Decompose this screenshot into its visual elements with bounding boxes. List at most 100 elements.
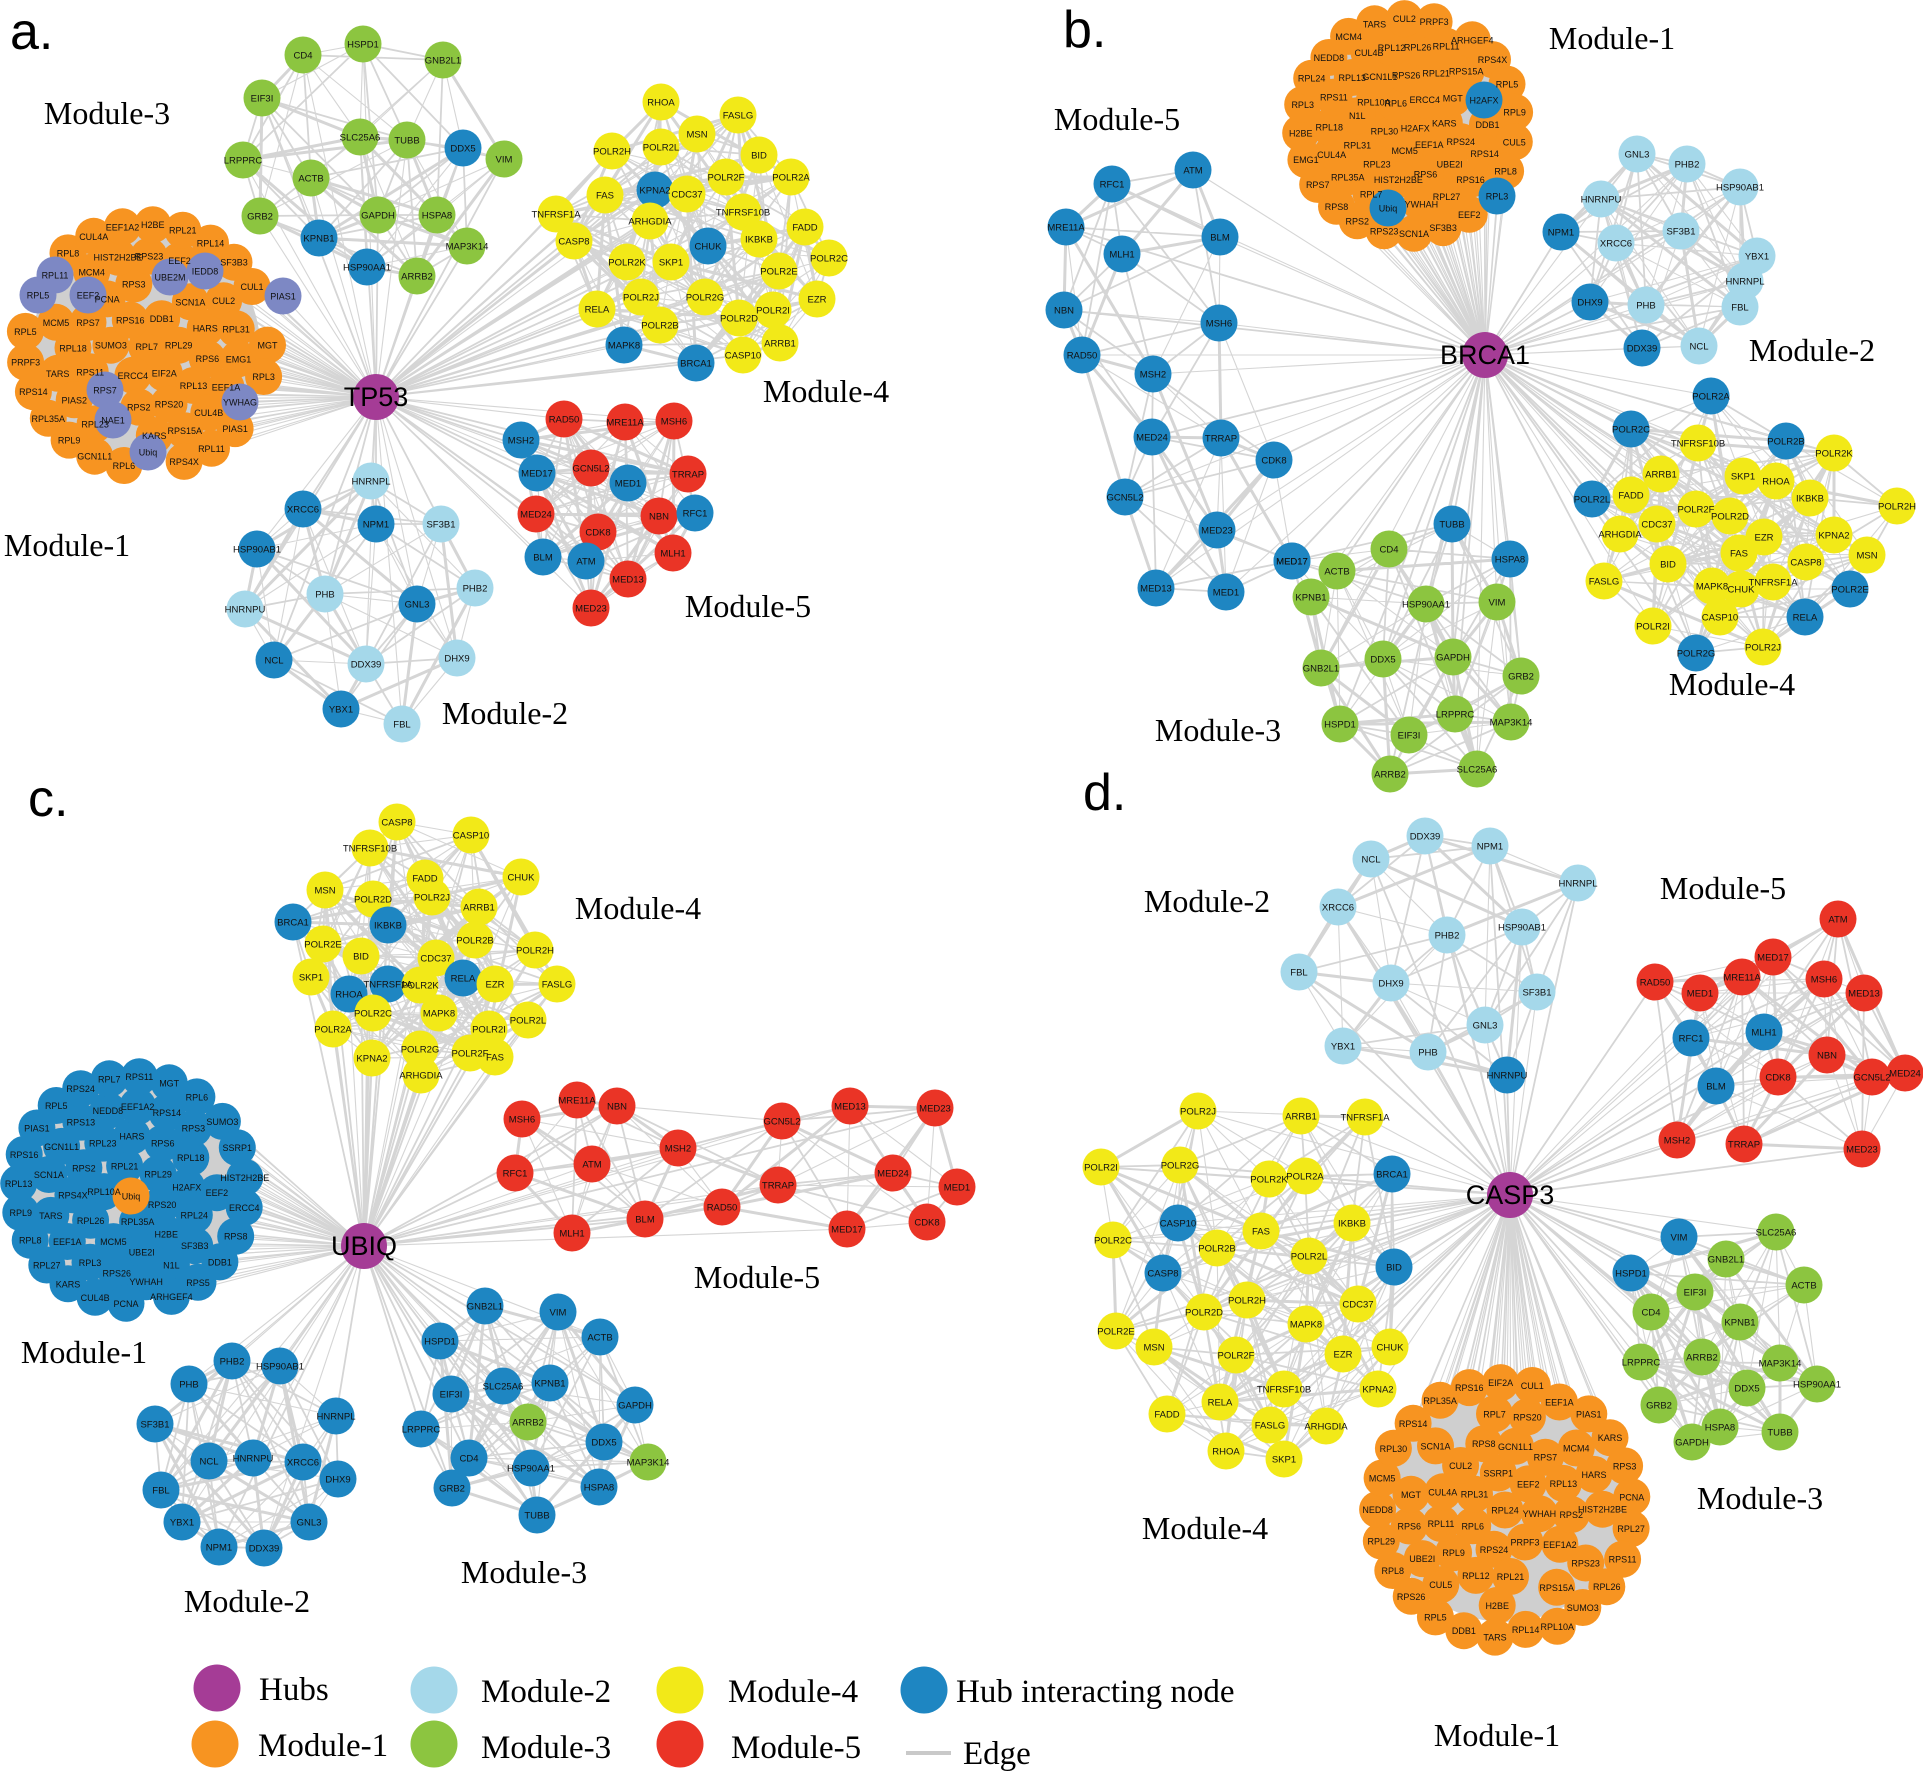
svg-text:MAPK8: MAPK8 (423, 1009, 455, 1020)
svg-text:CASP8: CASP8 (558, 237, 589, 248)
svg-text:RPS3: RPS3 (182, 1124, 206, 1134)
svg-text:PHB: PHB (1418, 1048, 1438, 1059)
svg-text:TNFRSF10B: TNFRSF10B (716, 208, 770, 219)
svg-text:MAP3K14: MAP3K14 (627, 1458, 670, 1469)
svg-text:RPL3: RPL3 (79, 1258, 102, 1268)
svg-text:BID: BID (1386, 1263, 1402, 1274)
svg-text:Ubiq: Ubiq (122, 1192, 141, 1202)
svg-text:N1L: N1L (163, 1260, 180, 1270)
svg-text:HSP90AB1: HSP90AB1 (1498, 923, 1546, 934)
svg-text:RPL31: RPL31 (1344, 141, 1372, 151)
svg-text:RPS8: RPS8 (1325, 202, 1349, 212)
svg-text:d.: d. (1083, 764, 1126, 822)
svg-text:NAE1: NAE1 (101, 416, 125, 426)
svg-text:CDK8: CDK8 (1261, 456, 1286, 467)
svg-text:RPS7: RPS7 (76, 318, 100, 328)
svg-text:EIF3I: EIF3I (1398, 731, 1421, 742)
svg-text:RPS6: RPS6 (196, 354, 220, 364)
svg-text:EEF2: EEF2 (168, 256, 191, 266)
svg-text:BID: BID (353, 952, 369, 963)
svg-text:YBX1: YBX1 (170, 1518, 194, 1529)
svg-text:CASP10: CASP10 (1160, 1219, 1196, 1230)
svg-text:POLR2D: POLR2D (354, 895, 392, 906)
svg-text:RFC1: RFC1 (683, 509, 708, 520)
svg-text:H2AFX: H2AFX (1469, 96, 1498, 106)
svg-text:FASLG: FASLG (1255, 1421, 1286, 1432)
svg-text:RPL35A: RPL35A (121, 1217, 155, 1227)
svg-text:MED17: MED17 (1276, 557, 1308, 568)
svg-text:MSH6: MSH6 (1811, 975, 1837, 986)
svg-text:POLR2F: POLR2F (1678, 505, 1715, 516)
svg-text:TRRAP: TRRAP (762, 1181, 794, 1192)
svg-text:GCN1L1: GCN1L1 (1362, 72, 1397, 82)
svg-text:POLR2F: POLR2F (708, 173, 745, 184)
svg-text:GCN5L2: GCN5L2 (764, 1117, 801, 1128)
svg-text:POLR2L: POLR2L (1291, 1252, 1327, 1263)
svg-text:FBL: FBL (1731, 303, 1748, 314)
svg-text:CUL4A: CUL4A (1317, 150, 1346, 160)
svg-text:TNFRSF1A: TNFRSF1A (1340, 1113, 1390, 1124)
svg-text:Module-5: Module-5 (1660, 870, 1786, 906)
svg-text:RPS20: RPS20 (155, 400, 184, 410)
svg-text:MAP3K14: MAP3K14 (1490, 718, 1533, 729)
svg-text:RPL23: RPL23 (81, 419, 109, 429)
svg-text:HNRNPU: HNRNPU (225, 605, 266, 616)
svg-text:RPL12: RPL12 (1378, 43, 1406, 53)
svg-text:TNFRSF10B: TNFRSF10B (1671, 439, 1725, 450)
svg-text:RPL11: RPL11 (198, 444, 225, 454)
svg-text:MSH2: MSH2 (1140, 370, 1166, 381)
svg-text:POLR2L: POLR2L (510, 1016, 546, 1027)
svg-text:SCN1A: SCN1A (1399, 229, 1429, 239)
svg-text:RELA: RELA (451, 974, 476, 985)
svg-text:CUL2: CUL2 (1393, 14, 1416, 24)
svg-text:UBE2I: UBE2I (1409, 1554, 1435, 1564)
svg-text:FADD: FADD (412, 874, 437, 885)
svg-text:POLR2F: POLR2F (1218, 1351, 1255, 1362)
svg-text:EMG1: EMG1 (1293, 155, 1319, 165)
svg-text:MED1: MED1 (615, 479, 641, 490)
svg-text:RPL9: RPL9 (10, 1208, 33, 1218)
svg-text:FASLG: FASLG (723, 111, 754, 122)
svg-text:RPL14: RPL14 (1512, 1625, 1540, 1635)
svg-text:NPM1: NPM1 (206, 1543, 232, 1554)
svg-text:DHX9: DHX9 (325, 1475, 350, 1486)
svg-text:RPL30: RPL30 (1380, 1444, 1408, 1454)
svg-text:RPL18: RPL18 (177, 1153, 205, 1163)
svg-text:POLR2I: POLR2I (472, 1025, 506, 1036)
svg-text:ACTB: ACTB (1791, 1281, 1816, 1292)
svg-text:PIAS1: PIAS1 (24, 1124, 50, 1134)
svg-text:EEF1A2: EEF1A2 (106, 222, 140, 232)
svg-text:H2BE: H2BE (141, 220, 165, 230)
svg-text:RPS15A: RPS15A (168, 426, 203, 436)
svg-text:POLR2I: POLR2I (1636, 622, 1670, 633)
svg-text:CUL2: CUL2 (212, 296, 235, 306)
svg-text:POLR2E: POLR2E (1097, 1327, 1135, 1338)
svg-text:UBE2I: UBE2I (129, 1248, 155, 1258)
svg-text:Ubiq: Ubiq (139, 448, 158, 458)
svg-text:YWHAH: YWHAH (129, 1277, 163, 1287)
svg-text:KPNA2: KPNA2 (1362, 1385, 1393, 1396)
svg-text:CDK8: CDK8 (1765, 1073, 1790, 1084)
svg-text:LRPPRC: LRPPRC (1622, 1358, 1661, 1369)
svg-text:POLR2B: POLR2B (1767, 437, 1805, 448)
svg-text:BRCA1: BRCA1 (680, 359, 712, 370)
svg-text:Module-3: Module-3 (461, 1554, 587, 1590)
svg-text:RPL11: RPL11 (1428, 1519, 1455, 1529)
svg-text:BRCA1: BRCA1 (1440, 340, 1530, 370)
svg-text:MED1: MED1 (1213, 588, 1239, 599)
svg-text:NBN: NBN (649, 512, 669, 523)
svg-text:RPL5: RPL5 (1424, 1612, 1447, 1622)
svg-text:SUMO3: SUMO3 (206, 1117, 238, 1127)
svg-text:Module-2: Module-2 (442, 695, 568, 731)
svg-text:SSRP1: SSRP1 (1484, 1469, 1514, 1479)
svg-text:MAPK8: MAPK8 (1696, 582, 1728, 593)
svg-text:HSP90AA1: HSP90AA1 (343, 263, 391, 274)
svg-text:RPL5: RPL5 (1496, 80, 1519, 90)
svg-text:KPNA2: KPNA2 (639, 186, 670, 197)
svg-text:ARHGDIA: ARHGDIA (1304, 1422, 1348, 1433)
svg-text:FASLG: FASLG (542, 980, 573, 991)
svg-text:POLR2G: POLR2G (1161, 1161, 1200, 1172)
svg-text:Ubiq: Ubiq (1379, 204, 1398, 214)
svg-text:POLR2C: POLR2C (354, 1009, 392, 1020)
svg-text:RELA: RELA (1208, 1398, 1233, 1409)
